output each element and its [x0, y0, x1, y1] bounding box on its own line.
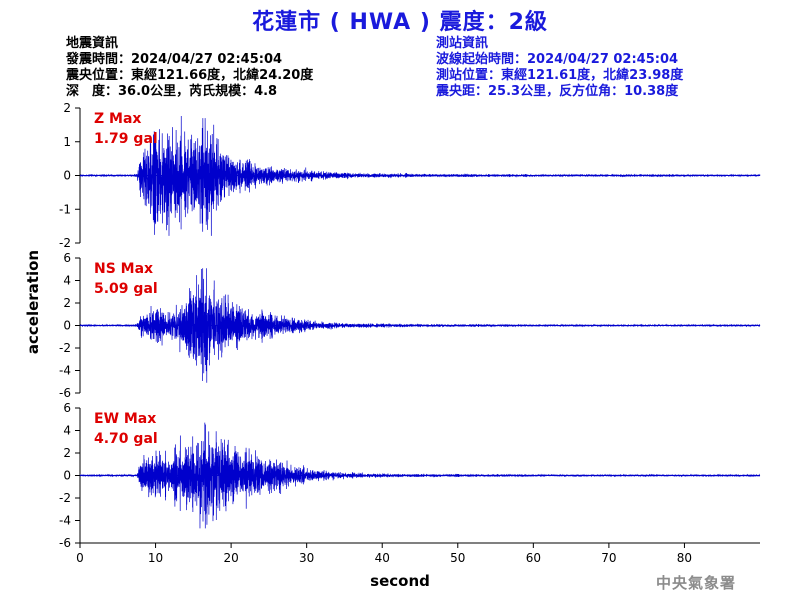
x-tick-label: 10: [148, 551, 163, 565]
y-tick-label-ns: 0: [63, 319, 71, 333]
max-label-ns: NS Max: [94, 261, 153, 277]
x-tick-label: 20: [223, 551, 238, 565]
y-tick-label-ns: 6: [63, 251, 71, 265]
waveform-trace-ns: [79, 268, 761, 383]
epicenter-location: 震央位置：東經121.66度，北緯24.20度: [66, 68, 314, 83]
y-tick-label-ns: 2: [63, 296, 71, 310]
x-tick-label: 0: [76, 551, 84, 565]
y-tick-label-ew: -6: [59, 536, 71, 550]
depth-magnitude: 深 度：36.0公里，芮氏規模：4.8: [66, 84, 278, 99]
y-tick-label-z: -1: [59, 202, 71, 216]
y-axis-label: acceleration: [24, 250, 42, 354]
y-tick-label-ns: -6: [59, 386, 71, 400]
station-info: 測站資訊 波線起始時間：2024/04/27 02:45:04 測站位置：東經1…: [436, 36, 683, 100]
y-tick-label-ew: -2: [59, 491, 71, 505]
x-tick-label: 40: [375, 551, 390, 565]
max-label-z: Z Max: [94, 111, 141, 127]
waveform-trace-ew: [79, 422, 761, 529]
page-title: 花蓮市 ( HWA ) 震度：2級: [252, 10, 548, 35]
x-tick-label: 70: [601, 551, 616, 565]
y-tick-label-ew: 2: [63, 446, 71, 460]
max-value-z: 1.79 gal: [94, 131, 158, 147]
y-tick-label-ew: -4: [59, 514, 71, 528]
station-info-heading: 測站資訊: [436, 36, 489, 51]
max-value-ew: 4.70 gal: [94, 431, 158, 447]
max-label-ew: EW Max: [94, 411, 156, 427]
y-tick-label-ew: 4: [63, 424, 71, 438]
y-tick-label-ew: 6: [63, 401, 71, 415]
x-tick-label: 80: [677, 551, 692, 565]
station-location: 測站位置：東經121.61度，北緯23.98度: [436, 68, 684, 83]
distance-azimuth: 震央距：25.3公里，反方位角：10.38度: [436, 84, 679, 99]
y-tick-label-z: 2: [63, 101, 71, 115]
y-tick-label-ns: -2: [59, 341, 71, 355]
max-value-ns: 5.09 gal: [94, 281, 158, 297]
agency-name: 中央氣象署: [656, 574, 737, 592]
y-tick-label-ew: 0: [63, 469, 71, 483]
y-tick-label-ns: 4: [63, 274, 71, 288]
x-tick-label: 60: [526, 551, 541, 565]
wave-start-time: 波線起始時間：2024/04/27 02:45:04: [436, 52, 679, 67]
quake-info-heading: 地震資訊: [66, 36, 119, 51]
y-tick-label-z: -2: [59, 236, 71, 250]
quake-info: 地震資訊 發震時間：2024/04/27 02:45:04 震央位置：東經121…: [66, 36, 313, 100]
x-axis-label: second: [370, 572, 430, 590]
x-tick-label: 50: [450, 551, 465, 565]
x-tick-label: 30: [299, 551, 314, 565]
origin-time: 發震時間：2024/04/27 02:45:04: [66, 52, 283, 67]
y-tick-label-ns: -4: [59, 364, 71, 378]
y-tick-label-z: 1: [63, 135, 71, 149]
waveform-trace-z: [79, 116, 761, 236]
y-tick-label-z: 0: [63, 169, 71, 183]
